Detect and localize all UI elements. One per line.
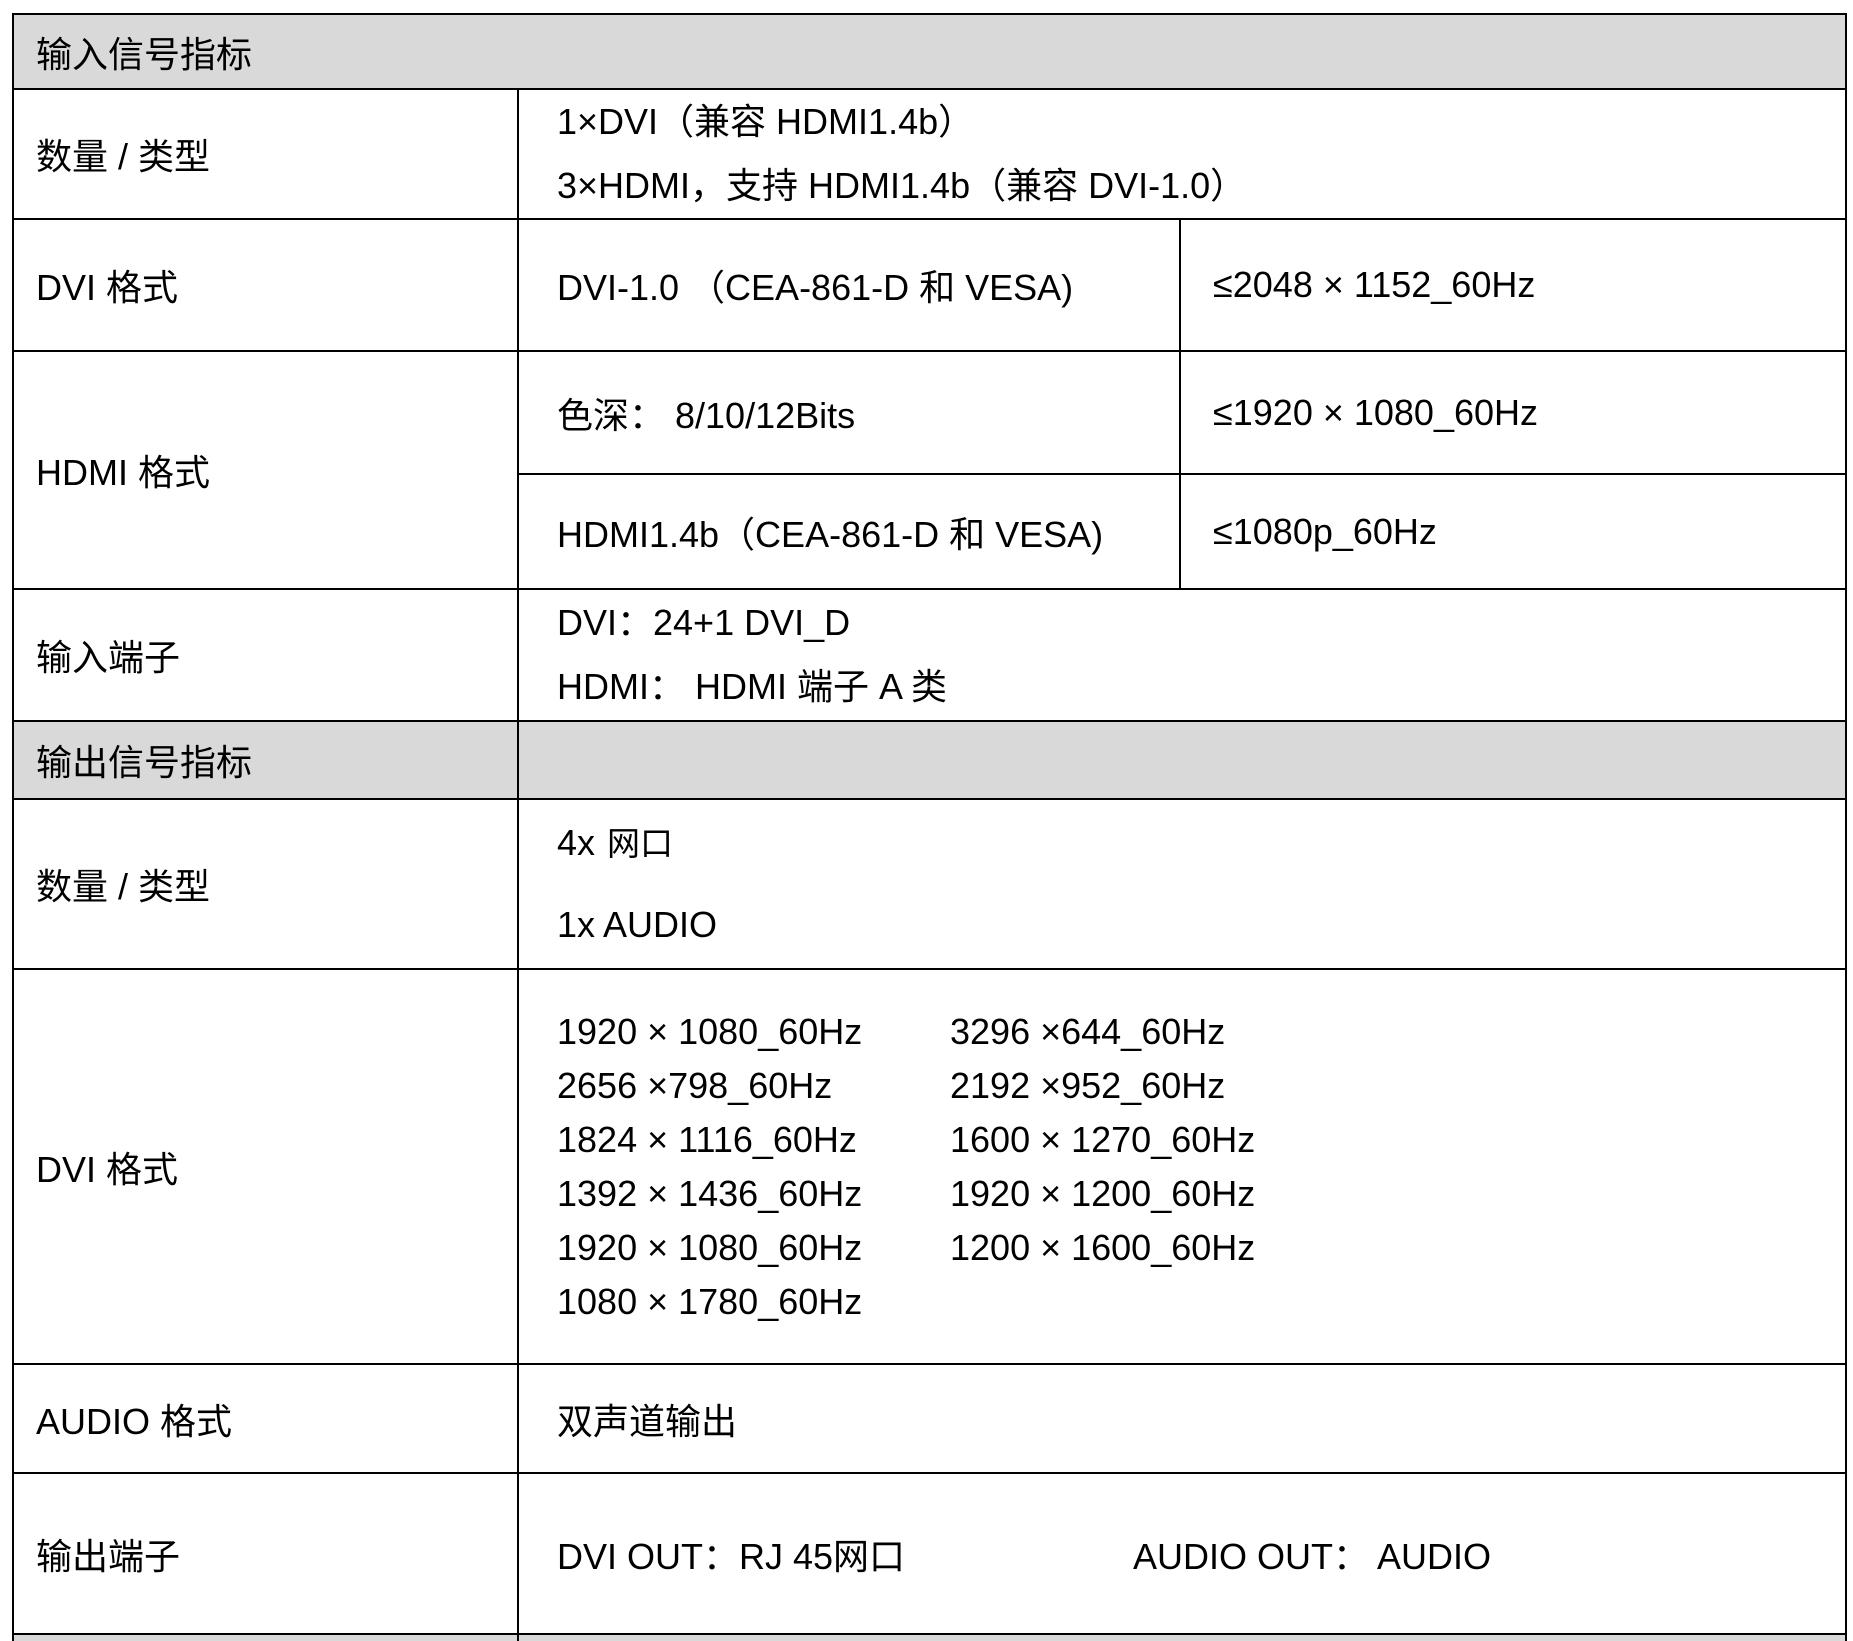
input-dvi-limit: ≤2048 × 1152_60Hz xyxy=(1178,218,1848,352)
input-qty-label: 数量 / 类型 xyxy=(12,88,519,220)
resolution-value: 2656 ×798_60Hz xyxy=(557,1064,833,1106)
output-qty-line1-type: 网口 xyxy=(607,827,674,863)
input-dvi-label: DVI 格式 xyxy=(12,218,519,352)
input-hdmi-depth: 色深： 8/10/12Bits xyxy=(517,350,1181,475)
output-dvi-resolutions: 1920 × 1080_60Hz 3296 ×644_60Hz 2656 ×798… xyxy=(516,968,1848,1365)
input-qty-row: 数量 / 类型 1×DVI（兼容 HDMI1.4b） 3×HDMI，支持 HDM… xyxy=(12,88,1848,220)
input-qty-cell: 1×DVI（兼容 HDMI1.4b） 3×HDMI，支持 HDMI1.4b（兼容… xyxy=(516,88,1848,220)
signal-spec-table: 输入信号指标 数量 / 类型 1×DVI（兼容 HDMI1.4b） 3×HDMI… xyxy=(11,13,1848,1641)
resolution-value: 1200 × 1600_60Hz xyxy=(950,1226,1256,1268)
output-audio-label: AUDIO 格式 xyxy=(12,1363,519,1474)
resolution-value: 1080 × 1780_60Hz xyxy=(557,1280,863,1322)
output-section-header-filler xyxy=(516,720,1848,800)
resolution-line: 1080 × 1780_60Hz xyxy=(557,1275,1844,1329)
output-connector-cell: DVI OUT：RJ 45网口 AUDIO OUT： AUDIO xyxy=(516,1472,1848,1635)
input-hdmi-format-row: HDMI1.4b（CEA-861-D 和 VESA) ≤1080p_60Hz xyxy=(13,473,1848,590)
output-section-header-row: 输出信号指标 xyxy=(12,720,1848,800)
output-audio-value: 双声道输出 xyxy=(516,1363,1848,1474)
output-qty-line1: 4x 网口 xyxy=(557,803,1844,885)
output-connector-label: 输出端子 xyxy=(12,1472,519,1635)
resolution-value: 1600 × 1270_60Hz xyxy=(950,1118,1256,1160)
input-connector-line1: DVI：24+1 DVI_D xyxy=(557,602,851,643)
output-connector-audio: AUDIO OUT： AUDIO xyxy=(1133,1535,1492,1577)
output-qty-cell: 4x 网口 1x AUDIO xyxy=(516,798,1848,970)
output-section-header: 输出信号指标 xyxy=(12,720,519,800)
output-qty-line1-count: 4x xyxy=(557,822,596,863)
input-connector-cell: DVI：24+1 DVI_D HDMI： HDMI 端子 A 类 xyxy=(516,588,1848,722)
input-hdmi-depth-limit: ≤1920 × 1080_60Hz xyxy=(1178,350,1848,475)
input-section-header: 输入信号指标 xyxy=(11,13,1848,90)
input-connector-row: 输入端子 DVI：24+1 DVI_D HDMI： HDMI 端子 A 类 xyxy=(12,588,1848,722)
resolution-value: 3296 ×644_60Hz xyxy=(950,1010,1226,1052)
resolution-line: 2656 ×798_60Hz 2192 ×952_60Hz xyxy=(557,1059,1844,1113)
output-dvi-row: DVI 格式 1920 × 1080_60Hz 3296 ×644_60Hz 26… xyxy=(12,968,1848,1365)
input-hdmi-depth-row: HDMI 格式 色深： 8/10/12Bits ≤1920 × 1080_60H… xyxy=(12,350,1848,590)
resolution-value: 1392 × 1436_60Hz xyxy=(557,1172,863,1214)
output-audio-row: AUDIO 格式 双声道输出 xyxy=(12,1363,1848,1474)
resolution-line: 1824 × 1116_60Hz 1600 × 1270_60Hz xyxy=(557,1113,1844,1167)
next-section-header-filler xyxy=(516,1633,1848,1641)
resolution-value: 1920 × 1200_60Hz xyxy=(950,1172,1256,1214)
input-dvi-row: DVI 格式 DVI-1.0 （CEA-861-D 和 VESA) ≤2048 … xyxy=(12,218,1848,352)
input-qty-line2: 3×HDMI，支持 HDMI1.4b（兼容 DVI-1.0） xyxy=(557,165,1247,206)
resolution-line: 1392 × 1436_60Hz 1920 × 1200_60Hz xyxy=(557,1167,1844,1221)
next-section-header-partial xyxy=(12,1633,519,1641)
input-connector-line2: HDMI： HDMI 端子 A 类 xyxy=(557,666,948,707)
input-hdmi-label: HDMI 格式 xyxy=(12,350,519,590)
resolution-line: 1920 × 1080_60Hz 1200 × 1600_60Hz xyxy=(557,1221,1844,1275)
input-connector-label: 输入端子 xyxy=(12,588,519,722)
output-connector-row: 输出端子 DVI OUT：RJ 45网口 AUDIO OUT： AUDIO xyxy=(12,1472,1848,1635)
resolution-line: 1920 × 1080_60Hz 3296 ×644_60Hz xyxy=(557,1005,1844,1059)
input-hdmi-value: HDMI1.4b（CEA-861-D 和 VESA) xyxy=(517,473,1181,590)
next-section-header-row xyxy=(12,1633,1848,1641)
output-connector-dvi: DVI OUT：RJ 45网口 xyxy=(557,1535,906,1577)
output-qty-label: 数量 / 类型 xyxy=(12,798,519,970)
resolution-value: 1920 × 1080_60Hz xyxy=(557,1226,863,1268)
resolution-value: 2192 ×952_60Hz xyxy=(950,1064,1226,1106)
output-qty-row: 数量 / 类型 4x 网口 1x AUDIO xyxy=(12,798,1848,970)
resolution-value: 1824 × 1116_60Hz xyxy=(557,1118,857,1160)
input-section-header-row: 输入信号指标 xyxy=(11,13,1848,90)
input-dvi-value: DVI-1.0 （CEA-861-D 和 VESA) xyxy=(517,218,1181,352)
input-qty-line1: 1×DVI（兼容 HDMI1.4b） xyxy=(557,101,975,142)
resolution-value: 1920 × 1080_60Hz xyxy=(557,1010,863,1052)
output-dvi-label: DVI 格式 xyxy=(12,968,519,1365)
output-qty-line2: 1x AUDIO xyxy=(557,904,718,945)
input-hdmi-limit: ≤1080p_60Hz xyxy=(1178,473,1848,590)
